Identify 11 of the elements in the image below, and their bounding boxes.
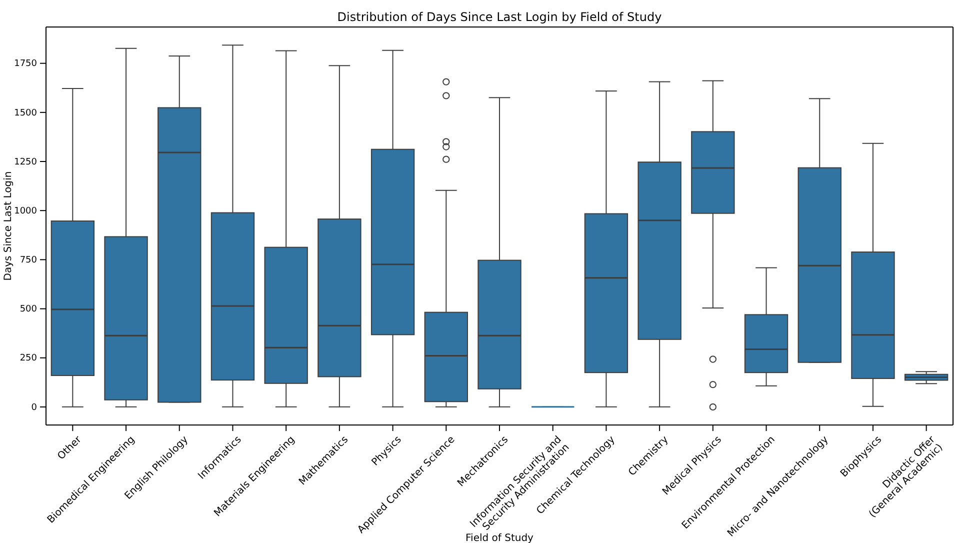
y-tick-label: 1500 [14, 108, 38, 118]
y-tick-label: 0 [31, 402, 38, 413]
chart-title: Distribution of Days Since Last Login by Field of Study [337, 10, 662, 24]
y-axis-title: Days Since Last Login [3, 171, 14, 281]
y-tick-label: 1000 [14, 206, 38, 216]
y-tick-label: 1750 [14, 59, 38, 70]
x-axis-title: Field of Study [466, 533, 534, 543]
y-tick-label: 750 [20, 256, 38, 266]
y-tick-label: 1250 [14, 157, 38, 168]
y-tick-label: 250 [20, 354, 38, 364]
y-tick-label: 500 [20, 304, 38, 315]
